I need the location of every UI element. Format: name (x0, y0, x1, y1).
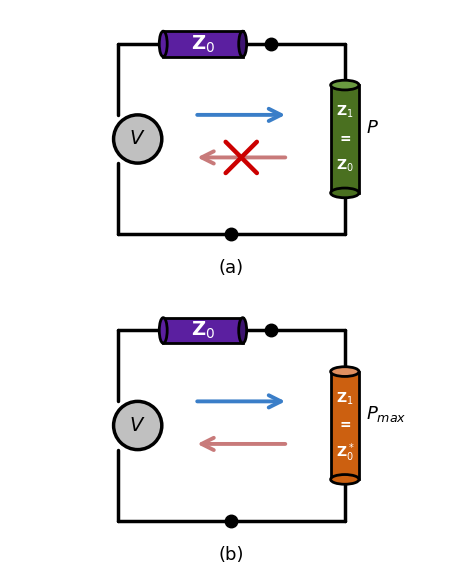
Bar (163, 317, 243, 343)
Ellipse shape (331, 188, 359, 198)
Bar (163, 31, 243, 57)
Text: $V$: $V$ (129, 129, 146, 148)
Text: Z$_1$: Z$_1$ (336, 104, 354, 120)
Circle shape (114, 115, 162, 163)
Ellipse shape (159, 317, 167, 343)
Ellipse shape (331, 80, 359, 90)
Text: Z$_0$: Z$_0$ (336, 158, 354, 174)
Bar (331, 85, 359, 193)
Text: (a): (a) (219, 259, 244, 277)
Text: $P$: $P$ (366, 119, 379, 136)
Ellipse shape (239, 31, 246, 57)
Text: (b): (b) (219, 545, 244, 564)
Ellipse shape (331, 474, 359, 484)
Text: Z$_1$: Z$_1$ (336, 390, 354, 407)
Text: Z$_0$: Z$_0$ (191, 320, 215, 341)
Text: Z$_0^*$: Z$_0^*$ (336, 441, 354, 464)
Text: $P_{max}$: $P_{max}$ (366, 404, 407, 424)
Ellipse shape (239, 317, 246, 343)
Text: =: = (339, 132, 351, 146)
Ellipse shape (159, 31, 167, 57)
Text: Z$_0$: Z$_0$ (191, 33, 215, 54)
Circle shape (114, 401, 162, 450)
Text: $V$: $V$ (129, 416, 146, 435)
Ellipse shape (331, 367, 359, 376)
Text: =: = (339, 418, 351, 433)
Bar (331, 371, 359, 480)
